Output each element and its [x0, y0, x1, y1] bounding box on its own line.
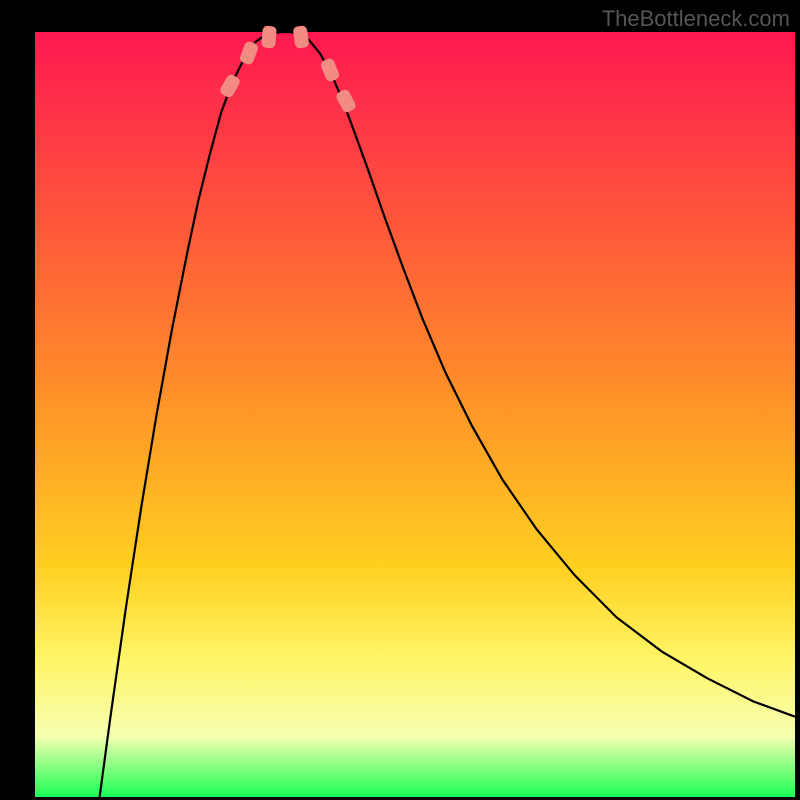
curve-svg [35, 32, 795, 797]
watermark-text: TheBottleneck.com [602, 6, 790, 32]
chart-container: TheBottleneck.com [0, 0, 800, 800]
plot-area [35, 32, 795, 797]
data-marker [261, 25, 277, 48]
bottleneck-curve [100, 32, 795, 797]
data-marker [293, 25, 310, 49]
